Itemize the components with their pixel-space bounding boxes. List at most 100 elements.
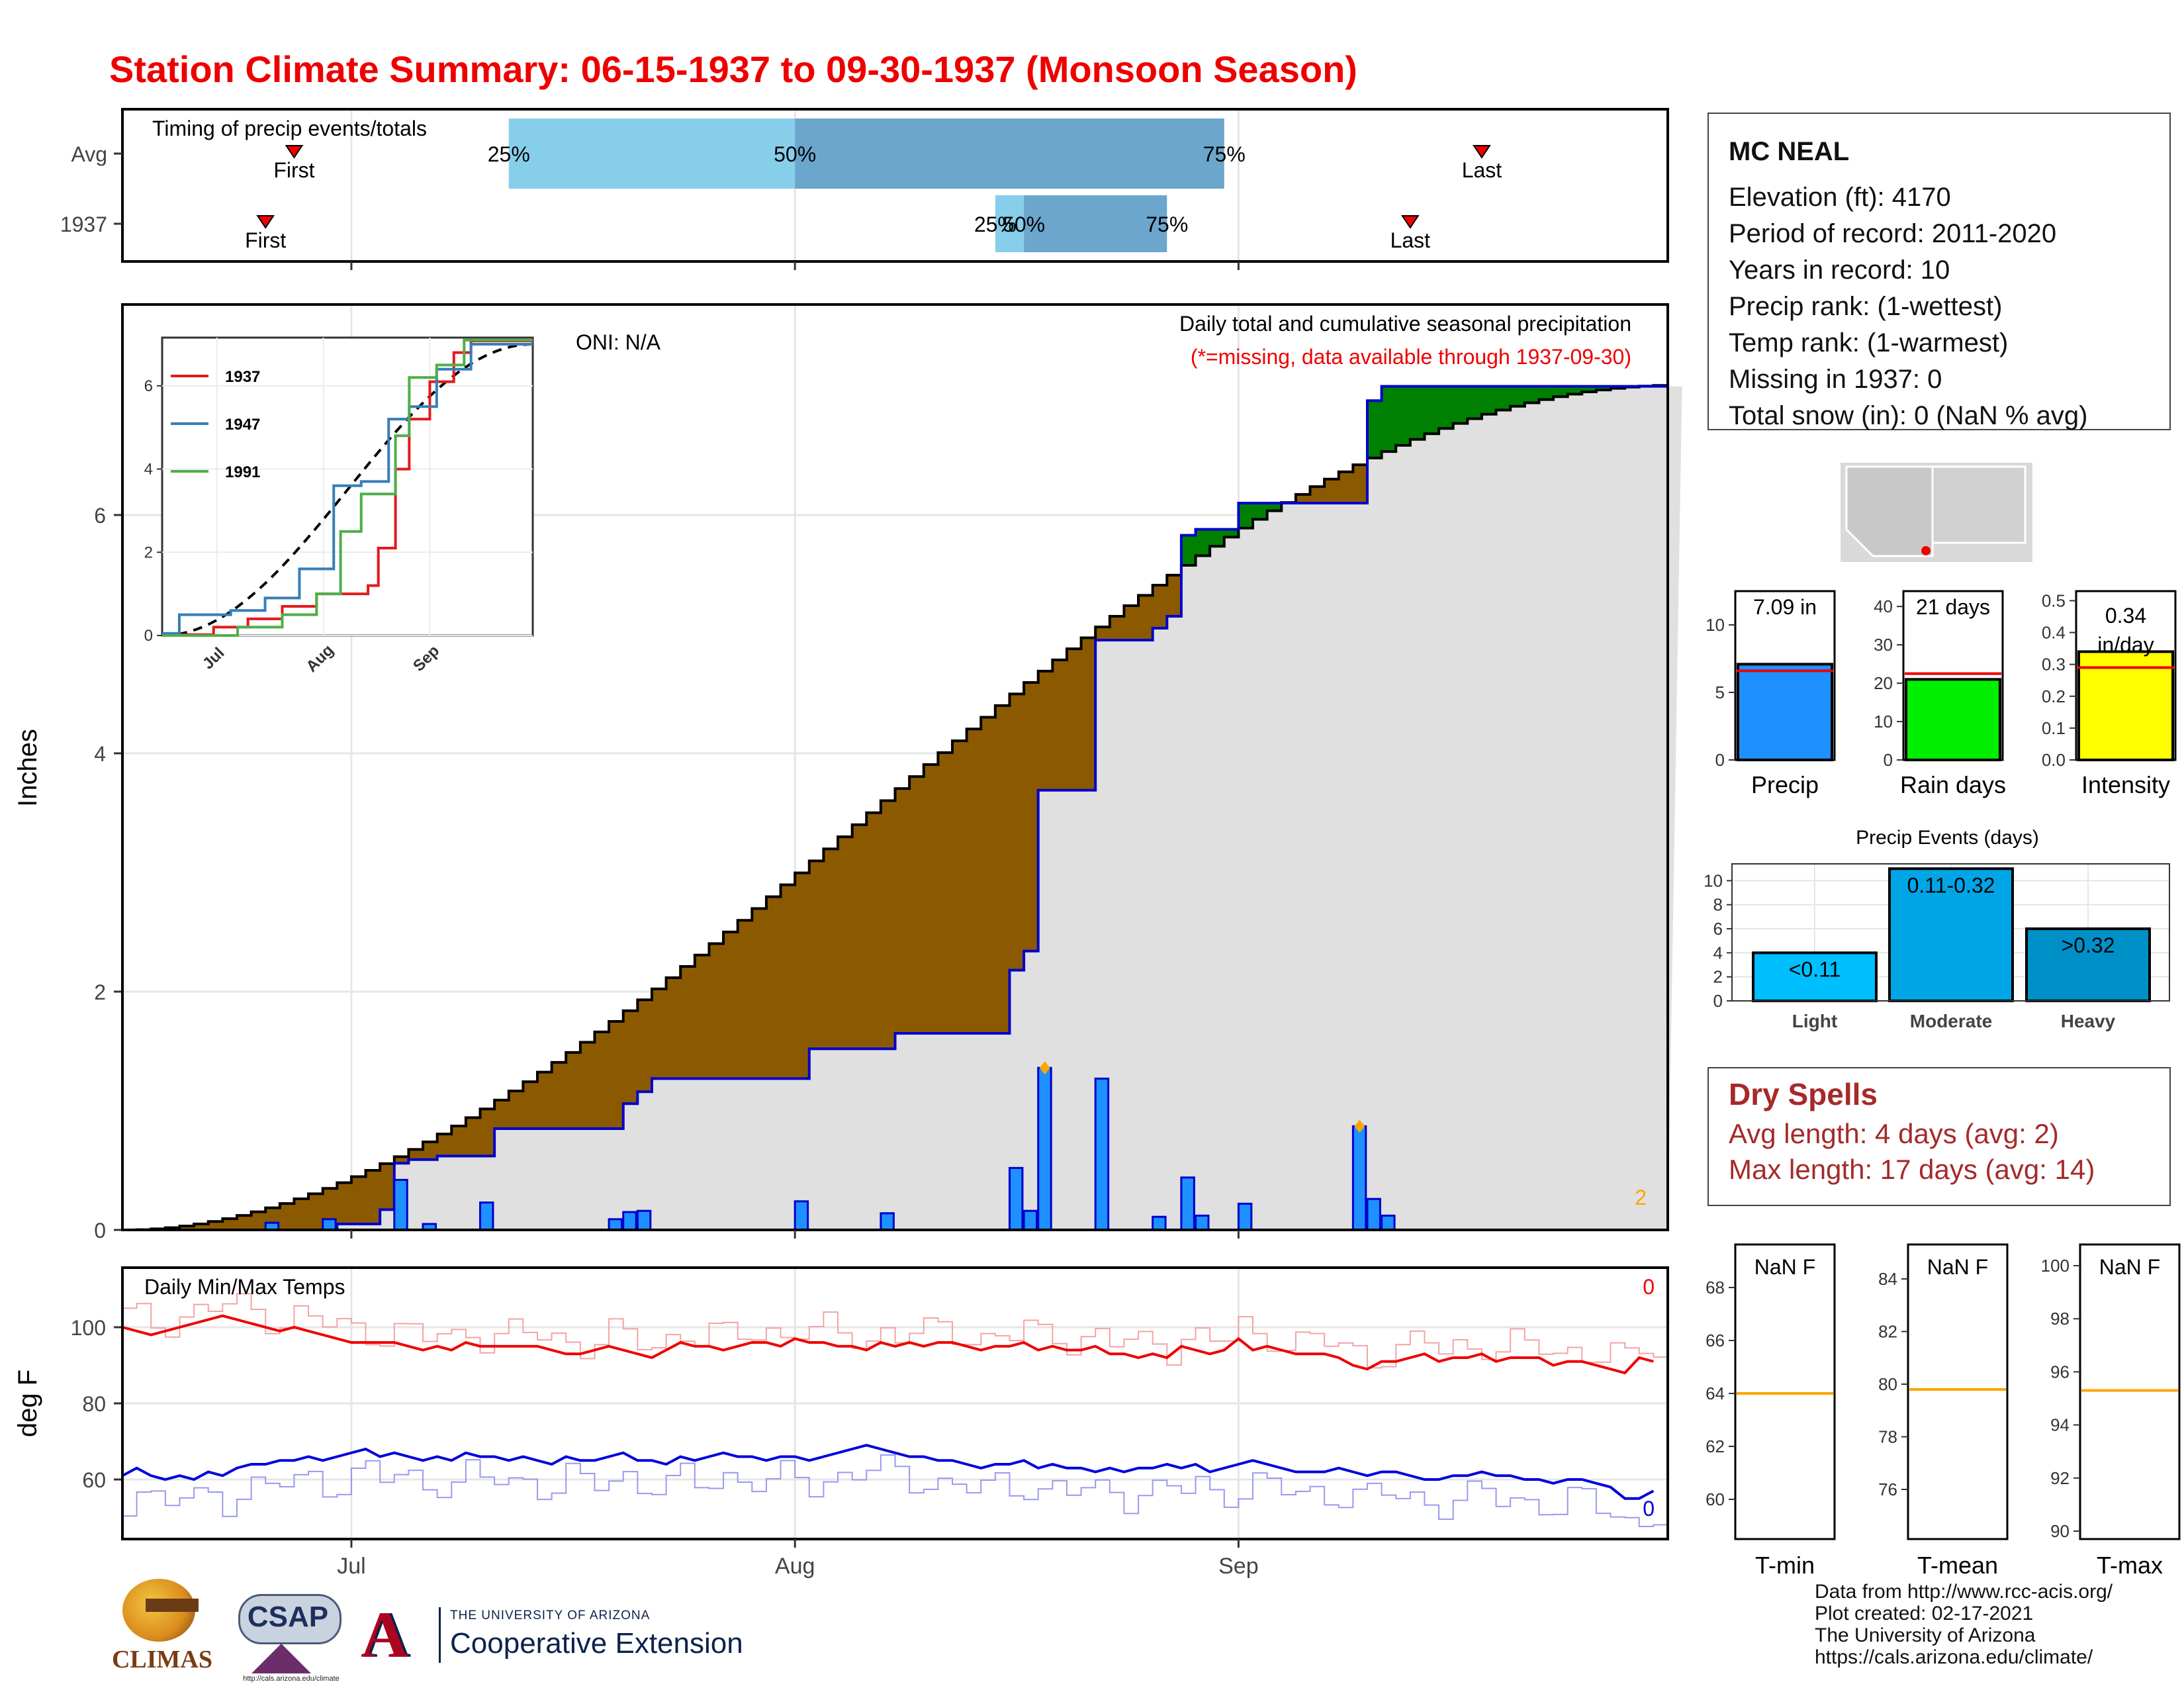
inset-series-line [162, 338, 533, 637]
station-location-dot [1921, 546, 1931, 555]
mini-y-tick-label: 0.3 [2042, 655, 2066, 675]
daily-precip-bar [1366, 1197, 1381, 1231]
mini-y-tick-label: 0.0 [2042, 750, 2066, 770]
station-temp-rank: Temp rank: (1-warmest) [1729, 328, 2009, 357]
inset-series-line [162, 343, 533, 635]
daily-precip-bar [608, 1218, 623, 1231]
daily-precip-bar [479, 1201, 494, 1231]
location-map [1839, 461, 2034, 563]
month-label: Jul [337, 1554, 365, 1579]
mini-y-tick-label: 10 [1874, 712, 1893, 731]
temp-summary-label: T-min [1755, 1552, 1815, 1579]
events-y-tick-label: 10 [1704, 870, 1723, 890]
inset-y-tick-label: 6 [144, 377, 153, 395]
mini-bar [1905, 678, 2001, 761]
mini-y-tick-label: 30 [1874, 635, 1893, 655]
daily-precip-bar [636, 1209, 652, 1231]
station-period: Period of record: 2011-2020 [1729, 219, 2057, 248]
y-tick-label: 0 [94, 1219, 106, 1243]
events-range-label: 0.11-0.32 [1907, 873, 1995, 897]
timing-label: Timing of precip events/totals [152, 117, 427, 140]
temp-summary-panel: 60 62 64 66 68 NaN F T-min 76 78 80 82 84 NaN F T-mea… [1706, 1243, 2181, 1579]
daily-precip-bar [1008, 1166, 1024, 1231]
temp-summary-value: NaN F [1754, 1255, 1815, 1279]
mini-bar [2077, 650, 2174, 761]
mini-label: Intensity [2081, 771, 2170, 798]
temp-summary-tick-label: 80 [1878, 1374, 1897, 1394]
y-tick-label: 6 [94, 504, 106, 528]
y-tick-label: 4 [94, 742, 106, 766]
mini-y-tick-label: 0 [1715, 750, 1725, 770]
credits: Data from http://www.rcc-acis.org/ Plot … [1815, 1581, 2113, 1668]
below-both-area [122, 386, 1682, 1230]
events-y-tick-label: 2 [1713, 967, 1723, 987]
timing-event-label: First [245, 228, 286, 252]
station-precip-rank: Precip rank: (1-wettest) [1729, 292, 2003, 321]
temp-summary-tick-label: 96 [2050, 1362, 2070, 1382]
mini-y-tick-label: 10 [1706, 615, 1725, 635]
daily-precip-bar [322, 1218, 337, 1231]
event-marker [256, 215, 275, 229]
caption-text: Daily total and cumulative seasonal prec… [1179, 312, 1631, 336]
timing-pct-label: 25% [974, 212, 1017, 236]
event-marker [1473, 145, 1491, 159]
events-y-tick-label: 6 [1713, 919, 1723, 939]
temp-summary-tick-label: 60 [1706, 1489, 1725, 1509]
event-marker [285, 145, 304, 159]
temp-summary-frame [1907, 1243, 2009, 1540]
timing-event-label: First [273, 158, 314, 182]
mini-y-tick-label: 0 [1884, 750, 1893, 770]
below-average-area [136, 385, 1668, 1230]
dry-spells-box: Dry Spells Avg length: 4 days (avg: 2) M… [1707, 1067, 2171, 1206]
ua-bottom-text: Cooperative Extension [450, 1627, 743, 1660]
daily-precip-bar [1195, 1214, 1210, 1231]
events-x-label: Moderate [1910, 1011, 1992, 1031]
events-y-tick-label: 4 [1713, 943, 1723, 962]
climas-logo: CLIMAS [109, 1579, 215, 1678]
map-state [1845, 465, 1934, 557]
timing-event-label: Last [1390, 228, 1431, 252]
legend-label: 1937 [225, 368, 260, 386]
timing-pct-label: 75% [1203, 142, 1246, 166]
temp-summary-tick-label: 92 [2050, 1468, 2070, 1488]
mini-y-tick-label: 0.2 [2042, 686, 2066, 706]
summary-bars-panel: 0 5 10 7.09 in Precip 0 10 20 30 40 21 days Rain da… [1706, 590, 2177, 798]
station-elevation: Elevation (ft): 4170 [1729, 183, 1951, 212]
daily-precip-bar [1180, 1176, 1195, 1231]
daily-precip-bar [1351, 1125, 1367, 1231]
station-snow: Total snow (in): 0 (NaN % avg) [1729, 401, 2088, 430]
station-years: Years in record: 10 [1729, 256, 1950, 285]
events-x-label: Light [1792, 1011, 1837, 1031]
timing-pct-label: 50% [1003, 212, 1045, 236]
climas-logo-text: CLIMAS [111, 1646, 213, 1673]
inset-series-line [162, 339, 533, 636]
inset-y-tick-label: 0 [144, 627, 153, 645]
station-missing: Missing in 1937: 0 [1729, 365, 1942, 394]
mini-y-tick-label: 5 [1715, 682, 1725, 702]
timing-pct-label: 50% [774, 142, 816, 166]
temp-summary-tick-label: 78 [1878, 1427, 1897, 1447]
station-name: MC NEAL [1729, 137, 1850, 166]
dry-spells-title: Dry Spells [1729, 1077, 1878, 1111]
mini-label: Precip [1751, 771, 1819, 798]
events-bar [2025, 927, 2151, 1002]
missing-note: (*=missing, data available through 1937-… [1191, 345, 1631, 369]
y-axis-label: Inches [13, 729, 42, 807]
mini-value-label: in/day [2097, 633, 2154, 657]
daily-precip-bar [1037, 1066, 1052, 1231]
daily-precip-bar [1152, 1215, 1167, 1231]
timing-bar-25-50 [508, 118, 796, 189]
mini-label: Rain days [1900, 771, 2006, 798]
page-title: Station Climate Summary: 06-15-1937 to 0… [109, 48, 1357, 90]
min-temp-line [122, 1444, 1655, 1500]
temp-frame [121, 1266, 1669, 1540]
mini-y-tick-label: 0.5 [2042, 590, 2066, 610]
station-info-box: MC NEAL Elevation (ft): 4170 Period of r… [1707, 113, 2171, 430]
temp-summary-value: NaN F [2099, 1255, 2160, 1279]
above-average-area [1181, 386, 1639, 566]
corner-count: 2 [1635, 1186, 1647, 1209]
historic-max-line [122, 1293, 1668, 1369]
temp-summary-tick-label: 64 [1706, 1383, 1725, 1403]
temp-summary-tick-label: 68 [1706, 1278, 1725, 1297]
